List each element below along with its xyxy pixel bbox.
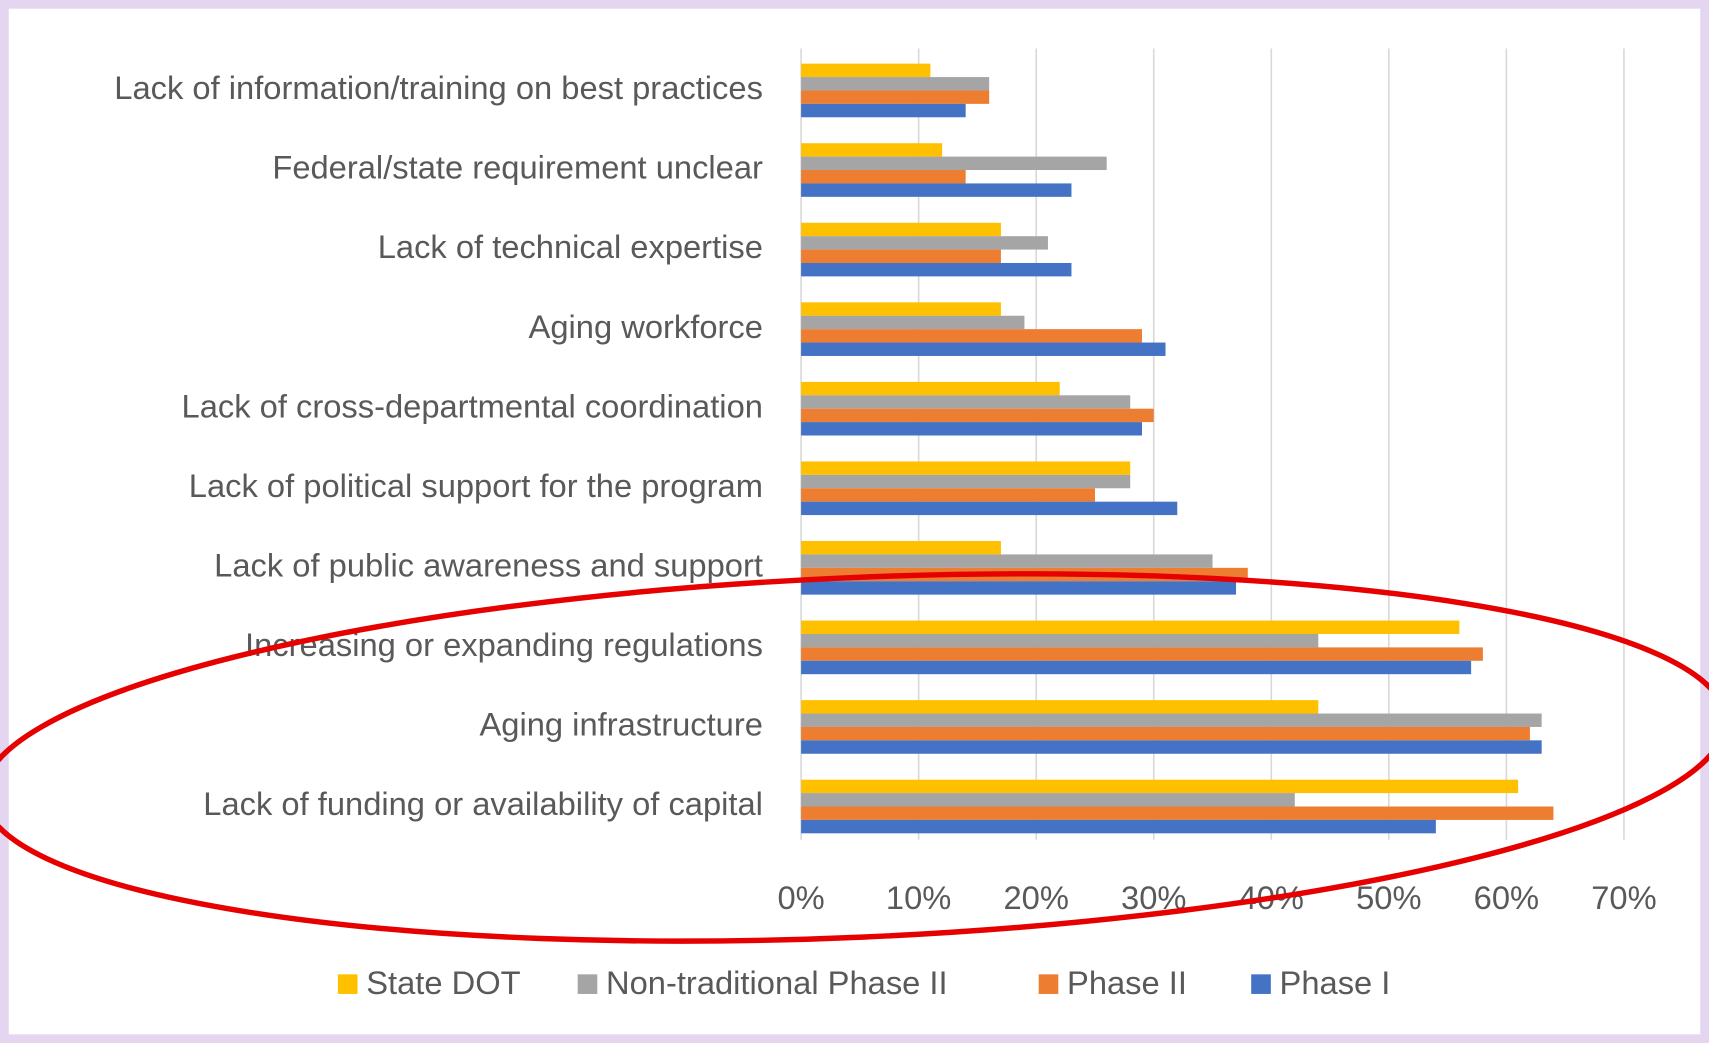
- bar: [801, 90, 990, 104]
- bar: [801, 63, 931, 78]
- bar: [801, 262, 1072, 277]
- bar: [801, 381, 1060, 396]
- bar: [801, 740, 1542, 754]
- legend-swatch: [337, 974, 358, 994]
- bar: [801, 713, 1542, 727]
- y-tick-label: Federal/state requirement unclear: [272, 149, 763, 186]
- y-tick-label: Lack of funding or availability of capit…: [203, 785, 763, 822]
- bar: [801, 660, 1472, 675]
- y-tick-label: Aging workforce: [529, 308, 763, 345]
- bar: [801, 422, 1142, 436]
- x-tick-label: 20%: [1003, 879, 1068, 916]
- bar: [801, 461, 1131, 475]
- bar: [801, 726, 1530, 741]
- bar: [801, 647, 1483, 661]
- bar: [801, 170, 966, 184]
- bar: [801, 779, 1519, 794]
- y-tick-label: Aging infrastructure: [480, 706, 763, 743]
- highlight-ellipse: [0, 571, 1709, 944]
- y-tick-label: Lack of political support for the progra…: [189, 467, 763, 504]
- bar: [801, 143, 943, 157]
- x-tick-label: 60%: [1474, 879, 1539, 916]
- bar: [801, 395, 1131, 409]
- bar: [801, 222, 1001, 237]
- legend-label: Phase I: [1280, 964, 1391, 1001]
- bar: [801, 103, 966, 118]
- bar: [801, 819, 1436, 834]
- x-tick-label: 0%: [777, 879, 824, 916]
- bar: [801, 183, 1072, 197]
- bar: [801, 249, 1001, 263]
- bar: [801, 315, 1025, 330]
- x-tick-label: 10%: [886, 879, 951, 916]
- y-tick-label: Lack of public awareness and support: [214, 546, 763, 583]
- y-tick-label: Increasing or expanding regulations: [245, 626, 763, 663]
- plot: 0% 10% 20% 30% 40% 50% 60% 70%Lack of informati…: [114, 48, 1657, 1001]
- x-tick-label: 50%: [1356, 879, 1421, 916]
- y-tick-label: Lack of technical expertise: [378, 228, 763, 265]
- bar: [801, 236, 1048, 250]
- legend-label: Non-traditional Phase II: [606, 964, 948, 1001]
- bar: [801, 77, 990, 91]
- y-tick-label: Lack of cross-departmental coordination: [182, 387, 763, 424]
- bar: [801, 541, 1001, 555]
- legend-label: State DOT: [366, 964, 520, 1001]
- bar: [801, 793, 1295, 807]
- bar: [801, 806, 1554, 820]
- bar: [801, 488, 1095, 502]
- bar: [801, 342, 1166, 356]
- legend-swatch: [1038, 974, 1059, 994]
- legend-label: Phase II: [1067, 964, 1187, 1001]
- bar: [801, 581, 1237, 595]
- bar: [801, 156, 1107, 171]
- bar: [801, 408, 1154, 423]
- x-tick-label: 70%: [1591, 879, 1656, 916]
- bar: [801, 700, 1319, 714]
- bar: [801, 302, 1001, 316]
- bar: [801, 620, 1460, 634]
- legend-swatch: [1251, 974, 1271, 994]
- bar: [801, 633, 1319, 648]
- bar: [801, 501, 1178, 516]
- y-tick-label: Lack of information/training on best pra…: [114, 69, 763, 106]
- bar: [801, 329, 1142, 343]
- bar: [801, 554, 1213, 568]
- bar: [801, 474, 1131, 489]
- legend-swatch: [577, 974, 598, 994]
